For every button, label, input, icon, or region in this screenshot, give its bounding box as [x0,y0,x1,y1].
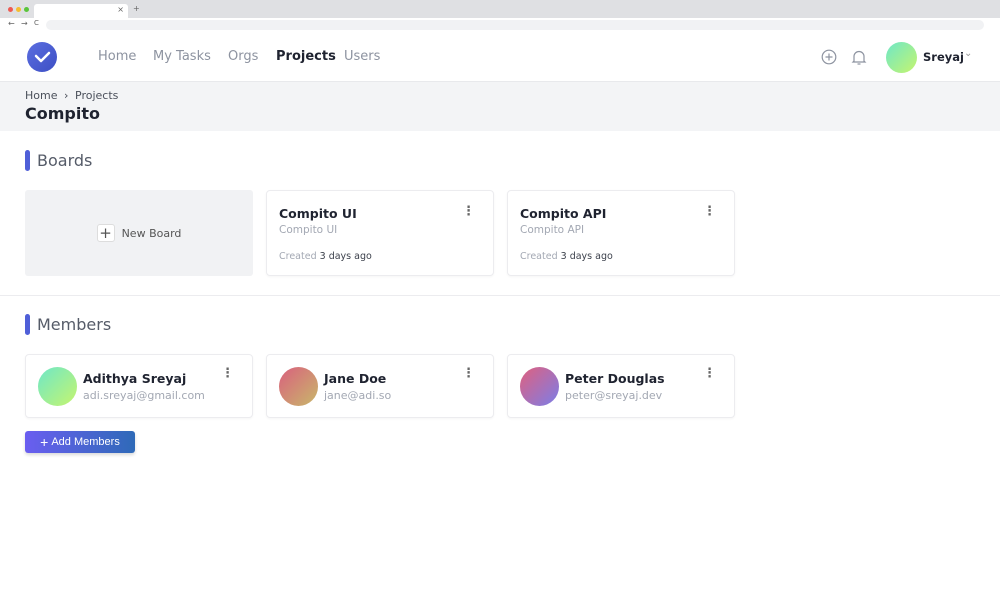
nav-home[interactable]: Home [98,49,137,64]
app-logo[interactable] [27,42,57,72]
bell-icon[interactable] [851,49,867,66]
reload-icon[interactable]: C [34,19,39,27]
user-avatar[interactable] [886,42,917,73]
section-accent [25,150,30,171]
created-value: 3 days ago [319,251,372,262]
add-members-label: Add Members [51,436,120,448]
minimize-window-dot[interactable] [16,7,21,12]
section-divider [0,295,1000,296]
new-board-button[interactable]: + New Board [25,190,253,276]
boards-heading: Boards [37,151,93,170]
more-options-icon[interactable]: ⋮ [462,366,475,381]
url-input[interactable] [46,20,984,30]
plus-icon: + [40,434,49,450]
section-accent [25,314,30,335]
board-created: Created 3 days ago [279,251,372,262]
created-label: Created [520,251,558,262]
member-card[interactable]: Peter Douglas peter@sreyaj.dev ⋮ [507,354,735,418]
page-header [0,82,1000,131]
breadcrumb-projects[interactable]: Projects [75,89,119,102]
member-name: Jane Doe [324,371,387,386]
board-name: Compito UI [279,206,357,221]
more-options-icon[interactable]: ⋮ [703,366,716,381]
member-avatar [279,367,318,406]
back-icon[interactable]: ← [8,19,15,28]
chevron-down-icon[interactable]: ⌄ [964,48,973,59]
breadcrumb-separator: › [64,89,69,102]
nav-users[interactable]: Users [344,49,381,64]
browser-tab[interactable]: × [34,4,128,18]
more-options-icon[interactable]: ⋮ [462,204,475,219]
breadcrumb-home[interactable]: Home [25,89,58,102]
member-email: jane@adi.so [324,389,392,402]
new-board-label: New Board [121,226,182,240]
maximize-window-dot[interactable] [24,7,29,12]
add-members-button[interactable]: + Add Members [25,431,135,453]
more-options-icon[interactable]: ⋮ [221,366,234,381]
member-name: Peter Douglas [565,371,665,386]
plus-icon: + [96,224,115,242]
members-heading: Members [37,315,112,334]
board-card[interactable]: Compito API ⋮ Compito API Created 3 days… [507,190,735,276]
board-subtitle: Compito API [520,224,585,236]
forward-icon[interactable]: → [21,19,28,28]
member-card[interactable]: Jane Doe jane@adi.so ⋮ [266,354,494,418]
nav-projects[interactable]: Projects [276,49,336,64]
top-nav [0,32,1000,82]
member-email: adi.sreyaj@gmail.com [83,389,205,402]
board-name: Compito API [520,206,607,221]
more-options-icon[interactable]: ⋮ [703,204,716,219]
nav-orgs[interactable]: Orgs [228,49,259,64]
board-card[interactable]: Compito UI ⋮ Compito UI Created 3 days a… [266,190,494,276]
page-title: Compito [25,104,100,123]
add-circle-icon[interactable] [821,49,837,65]
member-name: Adithya Sreyaj [83,371,187,386]
close-window-dot[interactable] [8,7,13,12]
tab-close-icon[interactable]: × [117,5,124,14]
created-value: 3 days ago [560,251,613,262]
member-card[interactable]: Adithya Sreyaj adi.sreyaj@gmail.com ⋮ [25,354,253,418]
created-label: Created [279,251,317,262]
nav-my-tasks[interactable]: My Tasks [153,49,211,64]
check-icon [34,51,51,63]
board-created: Created 3 days ago [520,251,613,262]
member-email: peter@sreyaj.dev [565,389,663,402]
user-name[interactable]: Sreyaj [923,50,964,64]
member-avatar [38,367,77,406]
board-subtitle: Compito UI [279,224,338,236]
member-avatar [520,367,559,406]
new-tab-icon[interactable]: + [133,4,140,13]
browser-tab-bar [0,0,1000,18]
